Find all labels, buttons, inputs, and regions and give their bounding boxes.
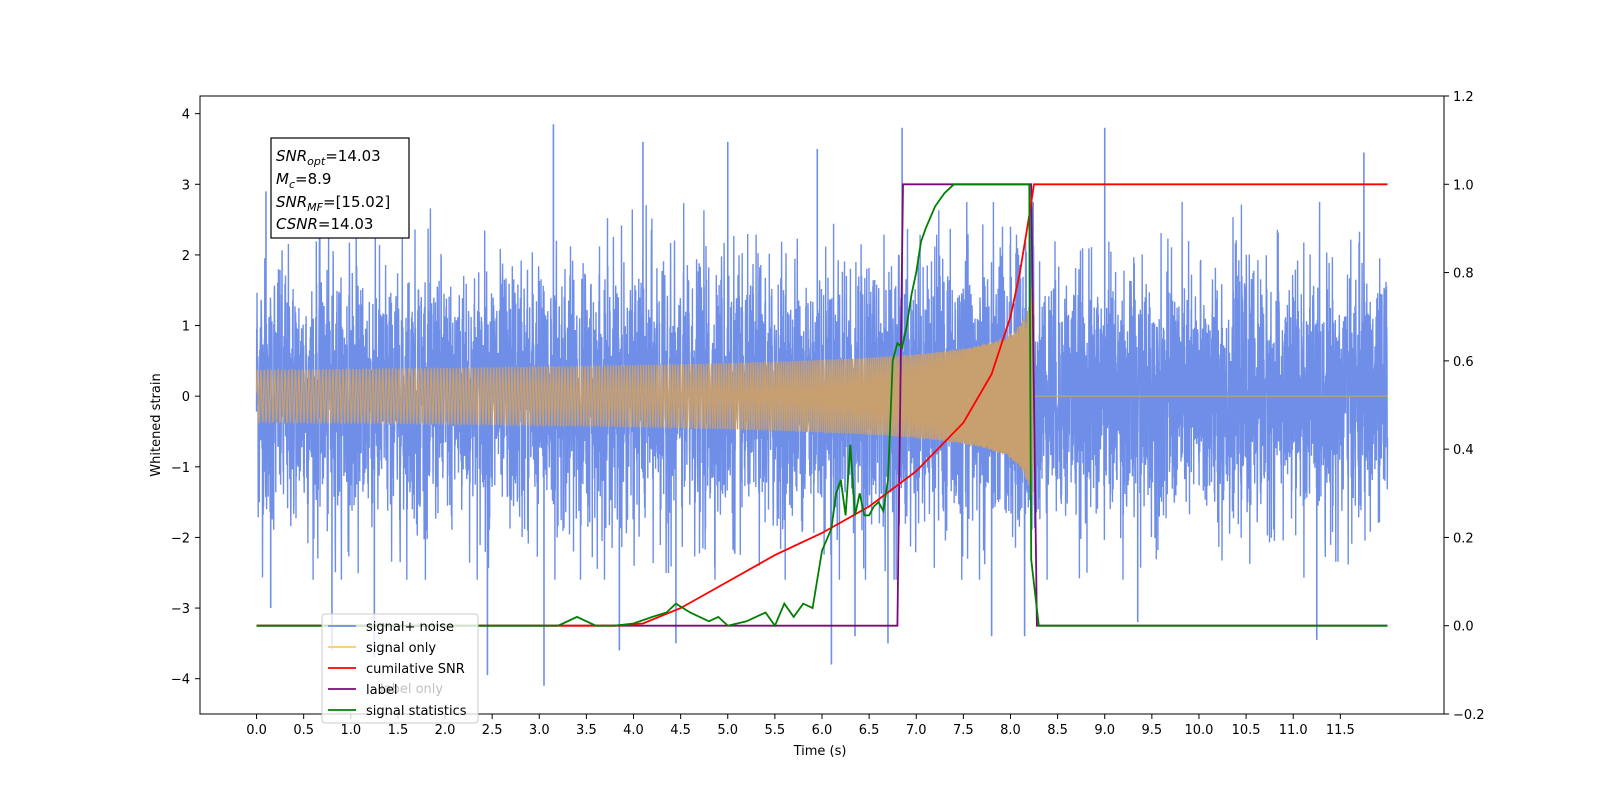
x-tick-label: 9.5 — [1142, 723, 1163, 738]
legend-label-signal-noise: signal+ noise — [366, 620, 454, 635]
x-tick-label: 4.5 — [670, 723, 691, 738]
x-tick-label: 2.5 — [482, 723, 503, 738]
legend: signal+ noise signal only cumilative SNR la… — [321, 613, 479, 724]
x-tick-label: 11.5 — [1326, 723, 1355, 738]
y-tick-label: 1 — [182, 320, 190, 335]
y2-tick-label: −0.2 — [1453, 708, 1485, 723]
right-y-axis: −0.2 0.0 0.2 0.4 0.6 0.8 1.0 1.2 — [1444, 90, 1485, 723]
x-tick-label: 6.5 — [859, 723, 880, 738]
x-tick-label: 6.0 — [812, 723, 833, 738]
x-axis-label: Time (s) — [793, 744, 847, 759]
legend-frame — [321, 613, 479, 724]
annotation-snr-mf-value: =[15.02] — [323, 193, 390, 211]
legend-label-signal-statistics: signal statistics — [366, 704, 467, 719]
y2-tick-label: 0.4 — [1453, 443, 1474, 458]
y-tick-label: 3 — [182, 178, 190, 193]
y-tick-label: 0 — [182, 390, 190, 405]
legend-label-signal-only: signal only — [366, 641, 436, 656]
x-tick-label: 3.0 — [529, 723, 550, 738]
annotation-snr-opt: SNRopt=14.03 — [276, 147, 381, 168]
y2-tick-label: 0.2 — [1453, 531, 1474, 546]
x-axis: 0.0 0.5 1.0 1.5 2.0 2.5 3.0 3.5 4.0 4.5 5.0 5.5 6.0 6… — [246, 714, 1355, 738]
y-tick-label: −3 — [171, 602, 190, 617]
x-tick-label: 1.5 — [388, 723, 409, 738]
legend-label-label-only: label only — [380, 682, 443, 697]
x-tick-label: 1.0 — [340, 723, 361, 738]
annotation-csnr-value: =14.03 — [318, 215, 374, 233]
annotation-mc-value: =8.9 — [295, 170, 331, 188]
legend-label-cumulative-snr: cumilative SNR — [366, 662, 465, 677]
annotation-snr-mf: SNRMF=[15.02] — [276, 193, 390, 214]
x-tick-label: 8.5 — [1047, 723, 1068, 738]
x-tick-label: 5.5 — [765, 723, 786, 738]
y-tick-label: −1 — [171, 461, 190, 476]
y-axis-label: Whitened strain — [149, 373, 164, 476]
x-tick-label: 7.5 — [953, 723, 974, 738]
series-signal-only — [255, 270, 1388, 499]
x-tick-label: 11.0 — [1279, 723, 1308, 738]
x-tick-label: 4.0 — [623, 723, 644, 738]
y2-tick-label: 0.8 — [1453, 267, 1474, 282]
series-cumulative-snr — [256, 183, 1388, 627]
y-tick-label: −2 — [171, 531, 190, 546]
y2-tick-label: 1.0 — [1453, 178, 1474, 193]
annotation-snr-opt-value: =14.03 — [325, 147, 381, 165]
legend-label-label: label — [366, 683, 397, 698]
x-tick-label: 0.0 — [246, 723, 267, 738]
series-signal-statistics — [256, 183, 1388, 628]
y2-tick-label: 0.6 — [1453, 355, 1474, 370]
y2-tick-label: 1.2 — [1453, 90, 1474, 105]
x-tick-label: 10.0 — [1184, 723, 1213, 738]
left-y-axis: −4 −3 −2 −1 0 1 2 3 4 — [171, 108, 200, 688]
y2-tick-label: 0.0 — [1453, 620, 1474, 635]
x-tick-label: 5.0 — [717, 723, 738, 738]
series-layer — [255, 124, 1389, 686]
x-tick-label: 2.0 — [435, 723, 456, 738]
x-tick-label: 0.5 — [293, 723, 314, 738]
y-tick-label: 4 — [182, 108, 190, 123]
x-tick-label: 10.5 — [1232, 723, 1261, 738]
annotation-box: SNRopt=14.03 Mc=8.9 SNRMF=[15.02] CSNR=1… — [270, 137, 410, 239]
x-tick-label: 9.0 — [1094, 723, 1115, 738]
x-tick-label: 8.0 — [1000, 723, 1021, 738]
annotation-frame — [270, 137, 410, 239]
annotation-mc: Mc=8.9 — [276, 170, 331, 191]
x-tick-label: 3.5 — [576, 723, 597, 738]
y-tick-label: −4 — [171, 673, 190, 688]
y-tick-label: 2 — [182, 249, 190, 264]
annotation-csnr: CSNR=14.03 — [276, 215, 373, 233]
x-tick-label: 7.0 — [906, 723, 927, 738]
